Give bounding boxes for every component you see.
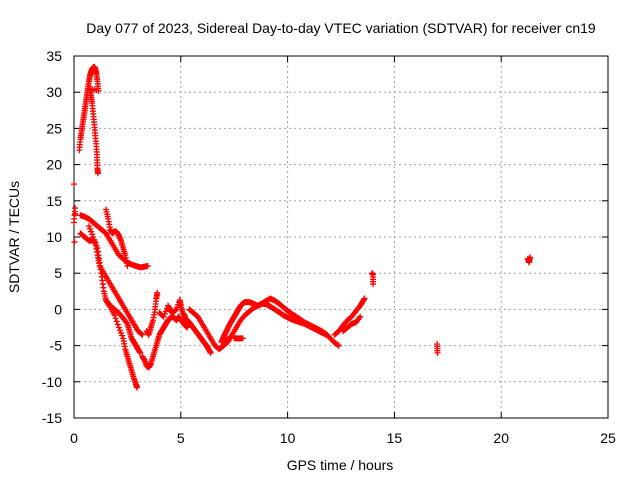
data-point xyxy=(334,341,341,348)
y-tick-label: 15 xyxy=(46,193,62,209)
chart-title: Day 077 of 2023, Sidereal Day-to-day VTE… xyxy=(86,20,596,36)
data-point xyxy=(85,223,92,230)
data-point xyxy=(112,315,119,322)
data-point xyxy=(124,262,131,269)
data-point xyxy=(116,327,123,334)
x-tick-label: 0 xyxy=(70,430,78,446)
data-point xyxy=(92,239,99,246)
y-tick-label: 25 xyxy=(46,120,62,136)
data-point xyxy=(370,281,377,288)
data-point xyxy=(162,308,169,315)
data-point xyxy=(137,349,144,356)
data-point xyxy=(161,310,168,317)
data-point xyxy=(138,330,145,337)
y-tick-label: 35 xyxy=(46,48,62,64)
data-point xyxy=(87,225,94,232)
data-point xyxy=(88,228,95,235)
data-point xyxy=(144,262,151,269)
data-point xyxy=(139,331,146,338)
data-point xyxy=(172,307,179,314)
data-point xyxy=(357,313,364,320)
data-point xyxy=(335,342,342,349)
axis-ticks xyxy=(73,55,609,419)
data-point xyxy=(91,236,98,243)
grid-lines xyxy=(74,56,608,418)
data-point xyxy=(361,295,368,302)
y-tick-label: -5 xyxy=(50,338,63,354)
y-tick-label: 20 xyxy=(46,157,62,173)
data-point xyxy=(160,313,167,320)
x-tick-label: 25 xyxy=(600,430,616,446)
data-point xyxy=(207,349,214,356)
x-tick-label: 20 xyxy=(493,430,509,446)
data-point xyxy=(71,239,78,246)
y-tick-label: -10 xyxy=(42,374,62,390)
data-point xyxy=(89,231,96,238)
data-point xyxy=(111,312,118,319)
data-point xyxy=(434,349,441,356)
data-point xyxy=(184,324,191,331)
y-tick-label: 5 xyxy=(54,265,62,281)
data-point xyxy=(115,324,122,331)
data-point xyxy=(90,234,97,240)
y-tick-label: -15 xyxy=(42,410,62,426)
y-tick-label: 10 xyxy=(46,229,62,245)
data-point xyxy=(114,321,121,328)
data-point xyxy=(93,242,100,249)
data-point xyxy=(119,332,126,339)
data-point xyxy=(71,181,77,188)
y-tick-label: 30 xyxy=(46,84,62,100)
data-point xyxy=(239,335,246,342)
y-axis-label: SDTVAR / TECUs xyxy=(6,181,22,293)
y-tick-labels: -15 -10 -5 0 5 10 15 20 25 30 35 xyxy=(42,48,62,426)
data-point xyxy=(71,219,77,226)
data-point xyxy=(134,384,141,391)
data-point xyxy=(154,289,161,296)
y-tick-label: 0 xyxy=(54,301,62,317)
data-point xyxy=(94,170,101,177)
data-point xyxy=(113,318,120,325)
data-point xyxy=(72,210,79,217)
x-tick-label: 10 xyxy=(280,430,296,446)
data-point xyxy=(117,329,124,336)
x-axis-label: GPS time / hours xyxy=(287,457,394,473)
data-point xyxy=(323,331,330,338)
x-tick-labels: 0 5 10 15 20 25 xyxy=(70,430,616,446)
x-tick-label: 5 xyxy=(177,430,185,446)
data-point xyxy=(527,254,534,261)
data-points xyxy=(71,63,534,391)
x-tick-label: 15 xyxy=(387,430,403,446)
